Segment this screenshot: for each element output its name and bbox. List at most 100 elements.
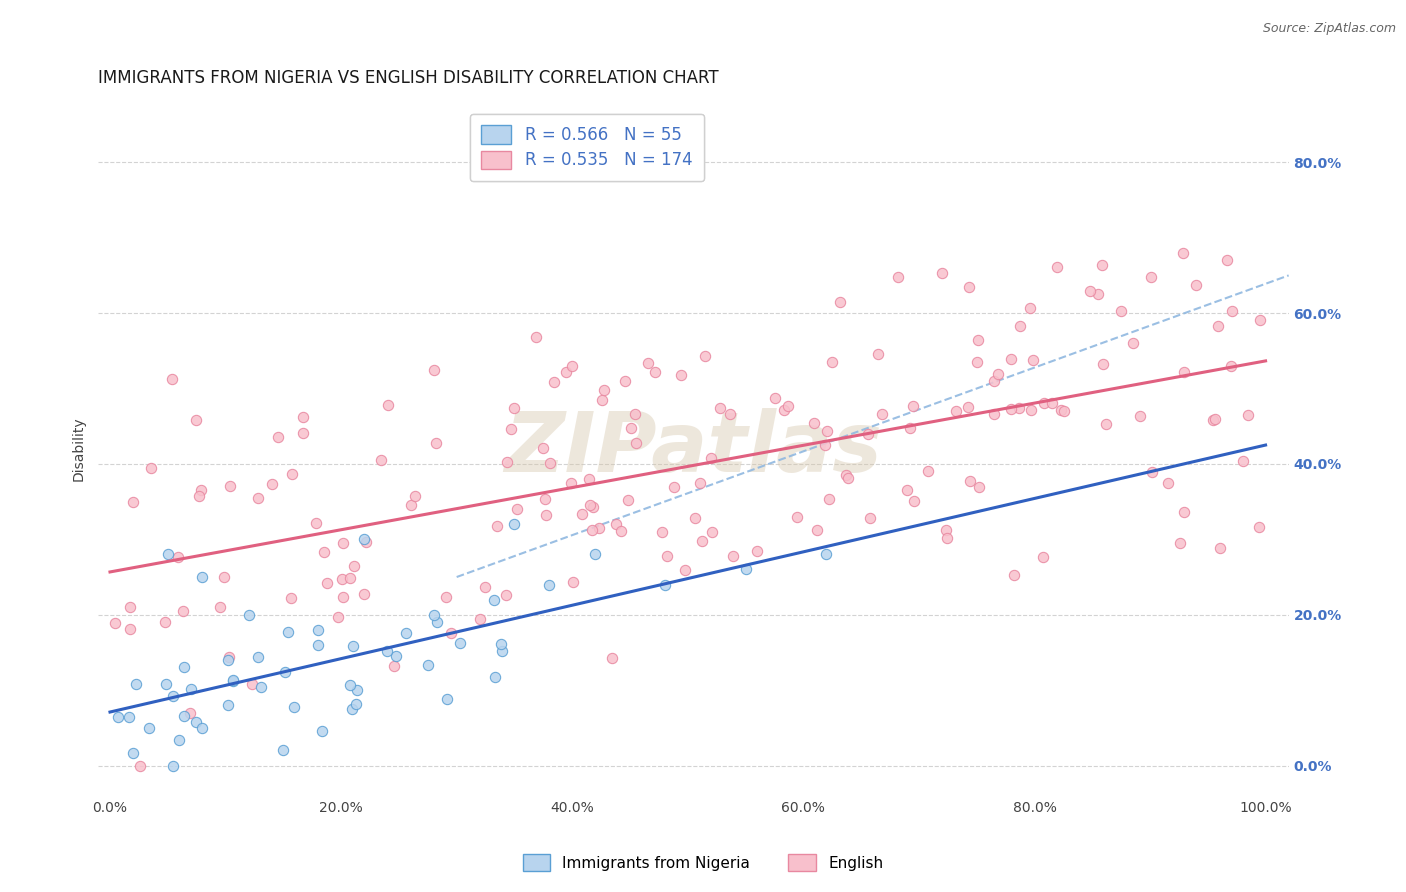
Point xyxy=(1185,277,1208,292)
Point xyxy=(1050,403,1073,417)
Point xyxy=(534,508,557,522)
Point xyxy=(281,467,304,482)
Point xyxy=(1000,351,1022,366)
Point xyxy=(501,421,523,435)
Point xyxy=(591,393,613,408)
Point xyxy=(655,549,678,564)
Point xyxy=(600,651,623,665)
Point xyxy=(870,407,893,421)
Point xyxy=(1220,304,1243,318)
Point xyxy=(339,678,361,692)
Point xyxy=(342,559,364,574)
Text: Source: ZipAtlas.com: Source: ZipAtlas.com xyxy=(1263,22,1396,36)
Point xyxy=(983,407,1005,421)
Point xyxy=(1022,352,1045,367)
Point xyxy=(375,644,398,658)
Point xyxy=(484,670,506,684)
Point xyxy=(291,425,314,440)
Point xyxy=(125,676,148,690)
Point xyxy=(561,359,583,373)
Point xyxy=(983,374,1005,388)
Point xyxy=(1091,258,1114,272)
Point xyxy=(332,591,354,605)
Point xyxy=(470,612,492,626)
Point xyxy=(280,591,302,606)
Point xyxy=(830,295,852,310)
Point xyxy=(662,479,685,493)
Point xyxy=(156,548,179,562)
Point xyxy=(190,483,212,497)
Point xyxy=(346,683,368,698)
Point xyxy=(247,491,270,505)
Point xyxy=(856,426,879,441)
Point xyxy=(1139,270,1161,285)
Legend: Immigrants from Nigeria, English: Immigrants from Nigeria, English xyxy=(516,848,890,877)
Point xyxy=(184,413,207,427)
Point xyxy=(1168,536,1191,550)
Point xyxy=(1000,402,1022,417)
Point xyxy=(1209,541,1232,556)
Point xyxy=(162,758,184,772)
Point xyxy=(342,639,364,653)
Point xyxy=(188,489,211,503)
Point xyxy=(273,665,295,679)
Point xyxy=(1033,395,1056,409)
Point xyxy=(328,610,350,624)
Point xyxy=(966,355,988,369)
Point xyxy=(1032,550,1054,565)
Point xyxy=(491,644,513,658)
Point xyxy=(917,464,939,478)
Point xyxy=(1173,365,1195,379)
Y-axis label: Disability: Disability xyxy=(72,417,86,481)
Point xyxy=(395,626,418,640)
Point xyxy=(637,356,659,370)
Point xyxy=(180,681,202,696)
Point xyxy=(495,455,517,469)
Point xyxy=(307,623,329,637)
Point xyxy=(104,616,127,631)
Point xyxy=(1008,401,1031,415)
Point xyxy=(747,543,769,558)
Point xyxy=(605,517,627,532)
Point xyxy=(1109,304,1132,318)
Point xyxy=(654,577,676,591)
Point xyxy=(155,677,177,691)
Point xyxy=(560,475,582,490)
Point xyxy=(240,677,263,691)
Point xyxy=(118,710,141,724)
Point xyxy=(1094,417,1116,432)
Point xyxy=(815,424,838,438)
Point xyxy=(578,473,600,487)
Point xyxy=(1087,287,1109,301)
Point xyxy=(173,708,195,723)
Point xyxy=(620,421,643,435)
Point xyxy=(382,659,405,673)
Point xyxy=(370,453,392,467)
Point xyxy=(311,724,333,739)
Point xyxy=(222,673,245,687)
Point xyxy=(815,548,838,562)
Point xyxy=(1122,336,1144,351)
Point xyxy=(820,355,842,369)
Point xyxy=(1002,567,1025,582)
Point xyxy=(693,349,716,363)
Point xyxy=(776,399,799,413)
Point xyxy=(887,270,910,285)
Point xyxy=(423,362,446,376)
Point xyxy=(184,714,207,729)
Point xyxy=(1173,505,1195,519)
Text: IMMIGRANTS FROM NIGERIA VS ENGLISH DISABILITY CORRELATION CHART: IMMIGRANTS FROM NIGERIA VS ENGLISH DISAB… xyxy=(98,69,718,87)
Point xyxy=(118,622,141,636)
Point xyxy=(385,648,408,663)
Point xyxy=(531,441,554,455)
Point xyxy=(404,489,426,503)
Point xyxy=(506,502,529,516)
Point xyxy=(543,375,565,389)
Point xyxy=(956,400,979,414)
Point xyxy=(191,570,214,584)
Point xyxy=(683,510,706,524)
Point xyxy=(896,483,918,498)
Point xyxy=(1091,357,1114,371)
Point xyxy=(803,416,825,430)
Point xyxy=(868,347,890,361)
